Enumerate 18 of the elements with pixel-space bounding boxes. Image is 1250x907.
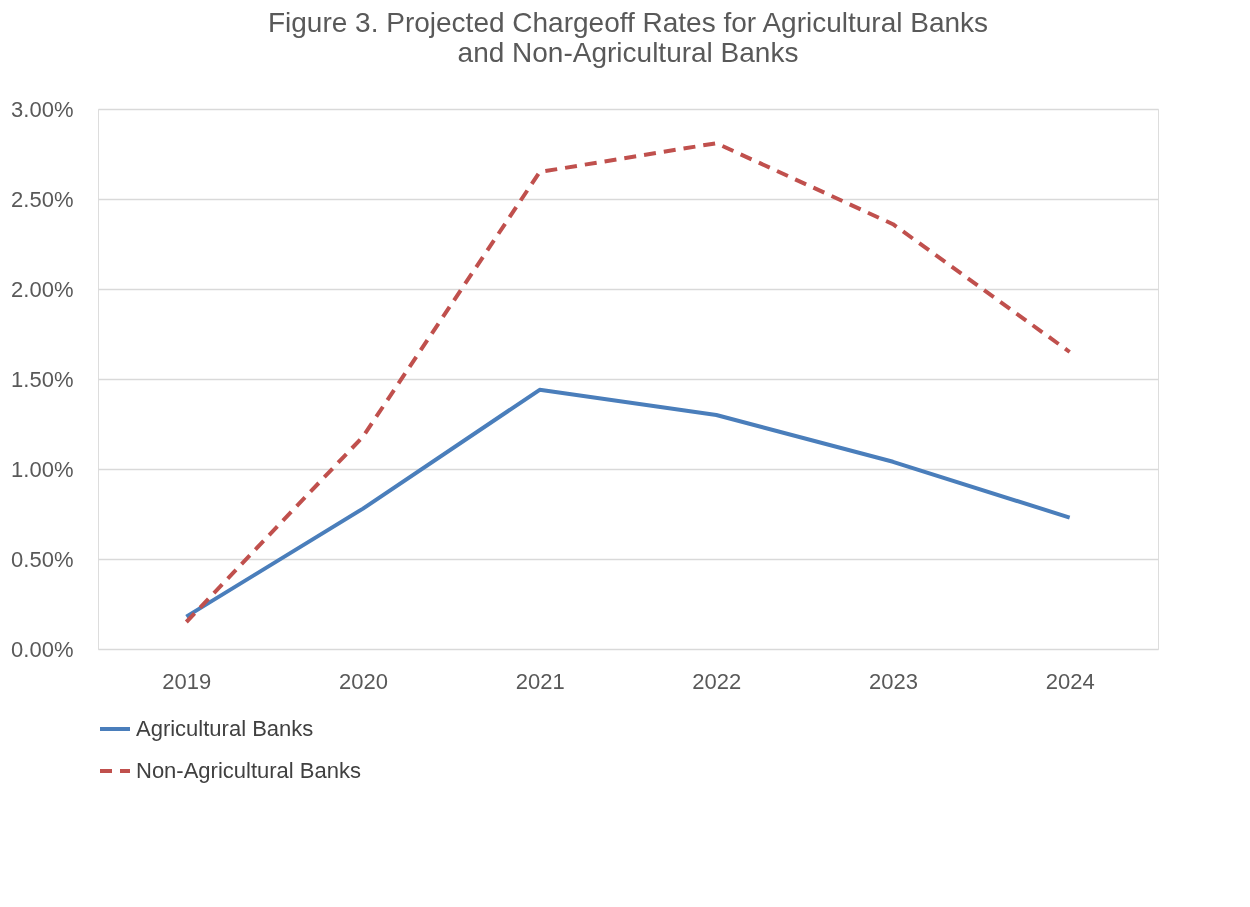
- y-tick-label: 3.00%: [11, 96, 74, 122]
- y-tick-label: 1.00%: [11, 456, 74, 482]
- x-tick-label: 2022: [692, 668, 742, 694]
- x-tick-label: 2019: [162, 668, 212, 694]
- x-tick-label: 2020: [339, 668, 388, 694]
- x-tick-label: 2023: [869, 668, 918, 694]
- chart-title: Figure 3. Projected Chargeoff Rates for Agricultural Banks and Non-Agricultural Banks: [267, 7, 989, 68]
- y-tick-label: 0.50%: [11, 546, 74, 572]
- y-tick-label: 2.50%: [11, 186, 74, 212]
- legend-label: Non-Agricultural Banks: [136, 758, 361, 783]
- line-series: [184, 141, 1072, 624]
- y-tick-label: 0.00%: [11, 636, 74, 662]
- y-tick-label: 1.50%: [11, 366, 74, 392]
- y-tick-label: 2.00%: [11, 276, 74, 302]
- x-tick-label: 2024: [1045, 668, 1095, 694]
- x-tick-label: 2021: [515, 668, 565, 694]
- line-series: [184, 387, 1072, 619]
- legend-label: Agricultural Banks: [136, 716, 314, 741]
